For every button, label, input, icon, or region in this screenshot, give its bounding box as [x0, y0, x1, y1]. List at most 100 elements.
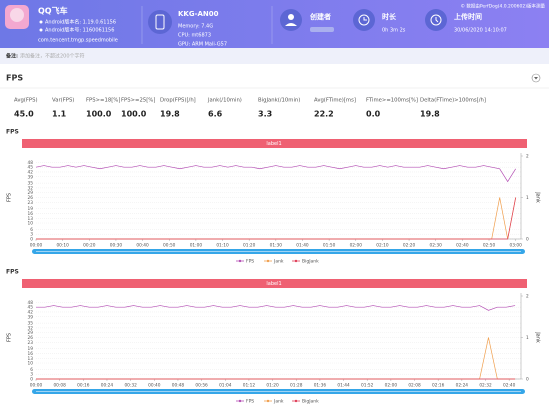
y-tick-label: 13	[28, 216, 34, 222]
y-tick-label: 35	[28, 181, 34, 187]
stat-value: 100.0	[86, 110, 112, 119]
x-tick-label: 01:44	[337, 383, 350, 389]
device-gpu: GPU: ARM Mali-G57	[178, 42, 227, 48]
stat-value: 1.1	[52, 110, 67, 119]
x-tick-label: 01:20	[243, 243, 256, 249]
y-tick-label: 48	[28, 160, 34, 166]
y2-tick-label: 2	[526, 294, 529, 300]
stat-label: Avg(FTime)[ms]	[314, 98, 356, 104]
y2-tick-label: 0	[526, 237, 529, 243]
stat-label: Var(FPS)	[52, 98, 74, 104]
stat-label: Delta(FTime)>100ms[/h]	[420, 98, 486, 104]
copyright: © 数据由PerfDog(4.0.200602)版本测量	[460, 3, 545, 10]
x-tick-label: 01:36	[314, 383, 327, 389]
chart-title: FPS	[6, 129, 19, 136]
stat-value: 0.0	[366, 110, 381, 119]
y-tick-label: 3	[30, 232, 33, 238]
x-tick-label: 01:40	[296, 243, 309, 249]
upload-label: 上传时间	[454, 12, 482, 21]
x-tick-label: 00:00	[30, 383, 43, 389]
x-tick-label: 00:40	[148, 383, 161, 389]
version-code: Android版本号: 1160061156	[45, 27, 114, 34]
stat-label: FTime>=100ms[%]	[366, 98, 418, 104]
series-line	[36, 305, 516, 311]
duration-value: 0h 3m 2s	[382, 28, 406, 34]
y-tick-label: 23	[28, 200, 34, 206]
x-tick-label: 00:40	[136, 243, 149, 249]
version-name: Android版本名: 1.19.0.61156	[45, 19, 116, 26]
stat-value: 45.0	[14, 110, 34, 119]
y2-axis-title: Jank	[535, 331, 541, 343]
x-tick-label: 00:10	[56, 243, 69, 249]
y-tick-label: 16	[28, 211, 34, 217]
y-tick-label: 39	[28, 174, 34, 180]
x-tick-label: 02:08	[408, 383, 421, 389]
y-tick-label: 6	[30, 367, 33, 373]
x-tick-label: 00:30	[110, 243, 123, 249]
legend-dot	[266, 259, 270, 263]
stat-value: 6.6	[208, 110, 223, 119]
x-tick-label: 02:50	[483, 243, 496, 249]
x-tick-label: 00:56	[195, 383, 208, 389]
x-tick-label: 01:50	[323, 243, 336, 249]
y-tick-label: 6	[30, 227, 33, 233]
y-tick-label: 26	[28, 335, 34, 341]
note-input[interactable]: 添加备注，不超过200个字符	[20, 53, 85, 60]
y2-tick-label: 1	[526, 195, 529, 201]
legend-dot	[238, 399, 242, 403]
header	[0, 0, 549, 48]
legend-label[interactable]: Jank	[273, 399, 284, 405]
note-bar	[0, 48, 549, 64]
duration-label: 时长	[382, 12, 397, 21]
stat-label: FPS>=25[%]	[121, 98, 155, 104]
y-tick-label: 45	[28, 305, 34, 311]
x-tick-label: 00:48	[172, 383, 185, 389]
y-tick-label: 3	[30, 372, 33, 378]
creator-label: 创建者	[309, 12, 331, 21]
x-tick-label: 00:20	[83, 243, 96, 249]
stat-value: 100.0	[121, 110, 147, 119]
stat-value: 19.8	[160, 110, 180, 119]
stat-value: 3.3	[258, 110, 272, 119]
x-tick-label: 02:10	[376, 243, 389, 249]
x-tick-label: 01:04	[219, 383, 232, 389]
y-tick-label: 26	[28, 195, 34, 201]
series-label-bar	[22, 279, 527, 288]
legend-label[interactable]: FPS	[246, 259, 254, 265]
legend-dot	[238, 259, 242, 263]
stat-value: 19.8	[420, 110, 440, 119]
stat-label: BigJank(/10min)	[258, 98, 300, 104]
x-tick-label: 01:12	[243, 383, 256, 389]
y-tick-label: 10	[28, 221, 34, 227]
y-tick-label: 42	[28, 169, 34, 175]
x-tick-label: 02:24	[456, 383, 469, 389]
x-tick-label: 01:28	[290, 383, 303, 389]
y-axis-title: FPS	[7, 193, 13, 202]
x-tick-label: 00:16	[77, 383, 90, 389]
legend-label[interactable]: Jank	[273, 259, 284, 265]
x-tick-label: 02:16	[432, 383, 445, 389]
stat-label: FPS>=18[%]	[86, 98, 120, 104]
x-tick-label: 02:40	[456, 243, 469, 249]
y-tick-label: 0	[30, 377, 33, 383]
x-tick-label: 00:32	[124, 383, 137, 389]
stat-label: Drop(FPS)[/h]	[160, 98, 196, 104]
x-tick-label: 03:00	[509, 243, 522, 249]
x-tick-label: 02:00	[385, 383, 398, 389]
y-tick-label: 32	[28, 185, 34, 191]
y-tick-label: 29	[28, 190, 34, 196]
y-tick-label: 16	[28, 351, 34, 357]
y-tick-label: 23	[28, 340, 34, 346]
legend-label[interactable]: BigJank	[302, 399, 319, 405]
series-label-bar	[22, 139, 527, 148]
legend-label[interactable]: FPS	[246, 399, 254, 405]
legend-label[interactable]: BigJank	[302, 259, 319, 265]
legend-dot	[266, 399, 270, 403]
y-tick-label: 10	[28, 361, 34, 367]
y-tick-label: 32	[28, 325, 34, 331]
series-label: label1	[266, 141, 281, 147]
x-tick-label: 01:10	[216, 243, 229, 249]
collapse-button[interactable]	[531, 73, 541, 83]
x-tick-label: 01:52	[361, 383, 374, 389]
